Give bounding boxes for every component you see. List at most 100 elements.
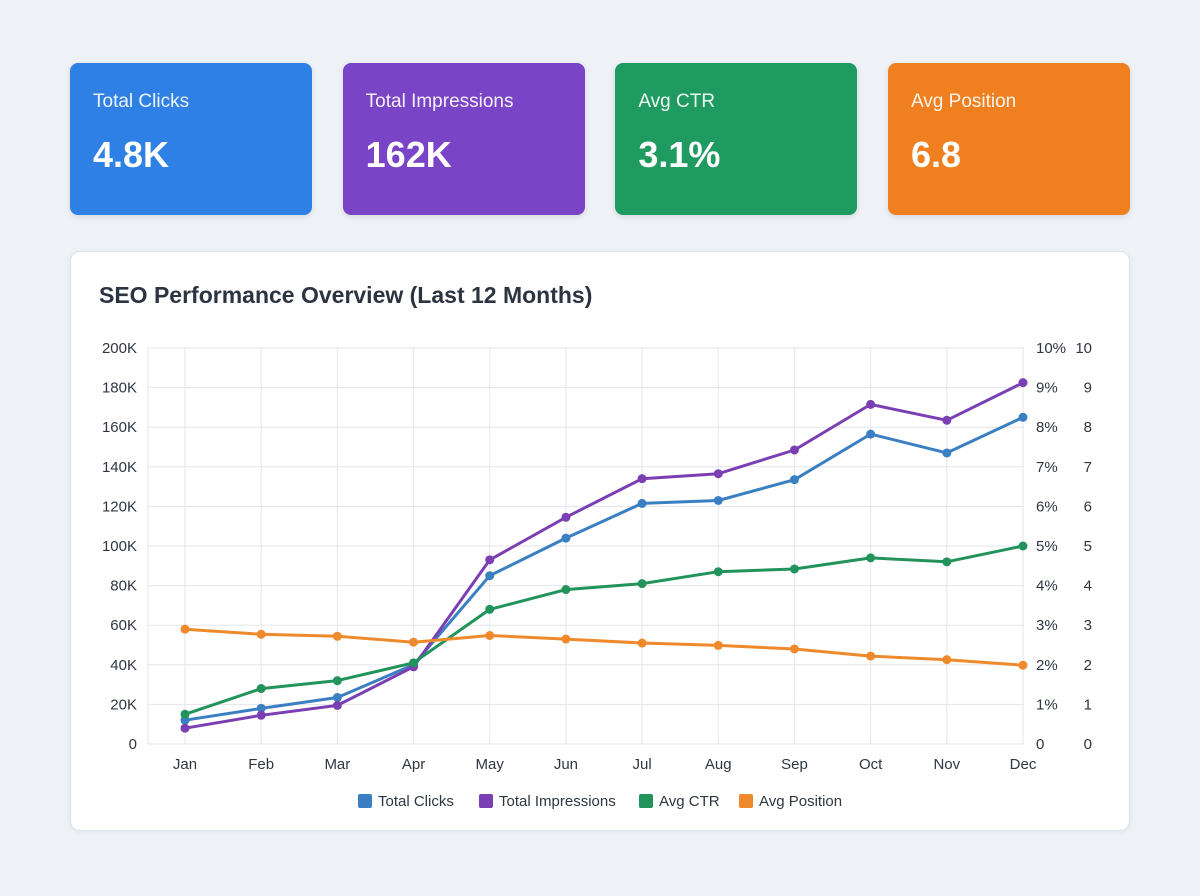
series-line bbox=[183, 415, 1025, 722]
data-point bbox=[256, 710, 266, 720]
data-point bbox=[485, 571, 495, 581]
data-point bbox=[637, 638, 647, 648]
y-left-tick-label: 40K bbox=[110, 657, 137, 674]
data-point bbox=[1018, 660, 1028, 670]
data-point bbox=[637, 474, 647, 484]
y-right-ctr-tick-label: 6% bbox=[1036, 498, 1058, 515]
kpi-card-total-clicks: Total Clicks 4.8K bbox=[70, 63, 312, 215]
x-tick-label: Sep bbox=[781, 756, 808, 773]
y-right-ctr-tick-label: 3% bbox=[1036, 617, 1058, 634]
data-point bbox=[713, 640, 723, 650]
y-right-position-tick-label: 5 bbox=[1084, 538, 1092, 555]
data-point bbox=[942, 655, 952, 665]
data-point bbox=[789, 475, 799, 485]
y-left-tick-label: 180K bbox=[102, 380, 137, 397]
data-point bbox=[332, 631, 342, 641]
x-tick-label: Feb bbox=[248, 756, 274, 773]
y-right-ctr-tick-label: 4% bbox=[1036, 578, 1058, 595]
y-right-position-tick-label: 10 bbox=[1075, 340, 1092, 357]
x-tick-label: May bbox=[476, 756, 505, 773]
y-right-position-tick-label: 0 bbox=[1084, 736, 1092, 753]
x-tick-label: Mar bbox=[324, 756, 350, 773]
data-point bbox=[409, 637, 419, 647]
data-point bbox=[256, 629, 266, 639]
series-line bbox=[183, 544, 1025, 716]
data-point bbox=[866, 651, 876, 661]
x-tick-label: Jan bbox=[173, 756, 197, 773]
x-tick-label: Apr bbox=[402, 756, 425, 773]
legend-swatch bbox=[479, 794, 493, 808]
legend-label: Avg CTR bbox=[659, 793, 720, 810]
data-point bbox=[485, 555, 495, 565]
data-point bbox=[713, 469, 723, 479]
y-right-position-tick-label: 8 bbox=[1084, 419, 1092, 436]
y-right-position-tick-label: 1 bbox=[1084, 696, 1092, 713]
x-tick-label: Jul bbox=[632, 756, 651, 773]
data-point bbox=[866, 553, 876, 563]
series-line bbox=[183, 381, 1025, 730]
legend-swatch bbox=[639, 794, 653, 808]
legend-label: Total Impressions bbox=[499, 793, 616, 810]
data-point bbox=[485, 630, 495, 640]
kpi-card-avg-ctr: Avg CTR 3.1% bbox=[615, 63, 858, 215]
series-line bbox=[183, 627, 1025, 667]
y-right-position-tick-label: 2 bbox=[1084, 657, 1092, 674]
y-right-position-tick-label: 4 bbox=[1084, 578, 1092, 595]
y-left-tick-label: 20K bbox=[110, 696, 137, 713]
y-right-position-tick-label: 6 bbox=[1084, 498, 1092, 515]
data-point bbox=[1018, 412, 1028, 422]
data-point bbox=[713, 567, 723, 577]
data-point bbox=[1018, 541, 1028, 551]
legend-label: Total Clicks bbox=[378, 793, 454, 810]
data-point bbox=[561, 533, 571, 543]
kpi-card-avg-position: Avg Position 6.8 bbox=[887, 63, 1130, 215]
kpi-label: Total Impressions bbox=[365, 91, 514, 112]
y-left-tick-label: 140K bbox=[102, 459, 137, 476]
legend: Total Clicks Total Impressions Avg CTR Avg … bbox=[358, 793, 842, 810]
data-point bbox=[866, 399, 876, 409]
data-point bbox=[866, 429, 876, 439]
kpi-card-total-impressions: Total Impressions 162K bbox=[342, 63, 585, 215]
x-tick-label: Oct bbox=[859, 756, 883, 773]
kpi-label: Avg CTR bbox=[638, 91, 716, 112]
y-right-position-tick-label: 3 bbox=[1084, 617, 1092, 634]
legend-item: Avg Position bbox=[739, 793, 842, 810]
data-point bbox=[256, 703, 266, 713]
y-right-ctr-tick-label: 8% bbox=[1036, 419, 1058, 436]
data-point bbox=[180, 723, 190, 733]
series-avg-position bbox=[180, 624, 1028, 670]
legend-swatch bbox=[358, 794, 372, 808]
legend-item: Total Clicks bbox=[358, 793, 454, 810]
data-point bbox=[332, 676, 342, 686]
kpi-value: 3.1% bbox=[638, 134, 721, 175]
data-point bbox=[789, 445, 799, 455]
series-total-impressions bbox=[180, 378, 1028, 733]
kpi-value: 162K bbox=[365, 134, 452, 175]
data-point bbox=[789, 564, 799, 574]
data-point bbox=[789, 644, 799, 654]
y-right-position-tick-label: 9 bbox=[1084, 380, 1092, 397]
data-point bbox=[332, 692, 342, 702]
y-left-tick-label: 120K bbox=[102, 498, 137, 515]
legend-item: Total Impressions bbox=[479, 793, 616, 810]
y-left-tick-label: 100K bbox=[102, 538, 137, 555]
data-point bbox=[180, 624, 190, 634]
chart-card: SEO Performance Overview (Last 12 Months… bbox=[70, 251, 1130, 831]
legend-label: Avg Position bbox=[759, 793, 842, 810]
data-point bbox=[942, 448, 952, 458]
kpi-label: Avg Position bbox=[910, 91, 1017, 112]
kpi-row: Total Clicks 4.8K Total Impressions 162K… bbox=[70, 63, 1130, 215]
data-point bbox=[637, 498, 647, 508]
x-tick-label: Jun bbox=[554, 756, 578, 773]
chart-title: SEO Performance Overview (Last 12 Months… bbox=[99, 282, 593, 308]
data-point bbox=[485, 604, 495, 614]
data-point bbox=[180, 709, 190, 719]
data-point bbox=[561, 512, 571, 522]
y-right-ctr-tick-label: 7% bbox=[1036, 459, 1058, 476]
y-right-ctr-tick-label: 10% bbox=[1036, 340, 1066, 357]
data-point bbox=[942, 415, 952, 425]
x-tick-label: Dec bbox=[1010, 756, 1037, 773]
y-right-ctr-tick-label: 1% bbox=[1036, 696, 1058, 713]
y-right-ctr-tick-label: 9% bbox=[1036, 380, 1058, 397]
data-point bbox=[1018, 378, 1028, 388]
